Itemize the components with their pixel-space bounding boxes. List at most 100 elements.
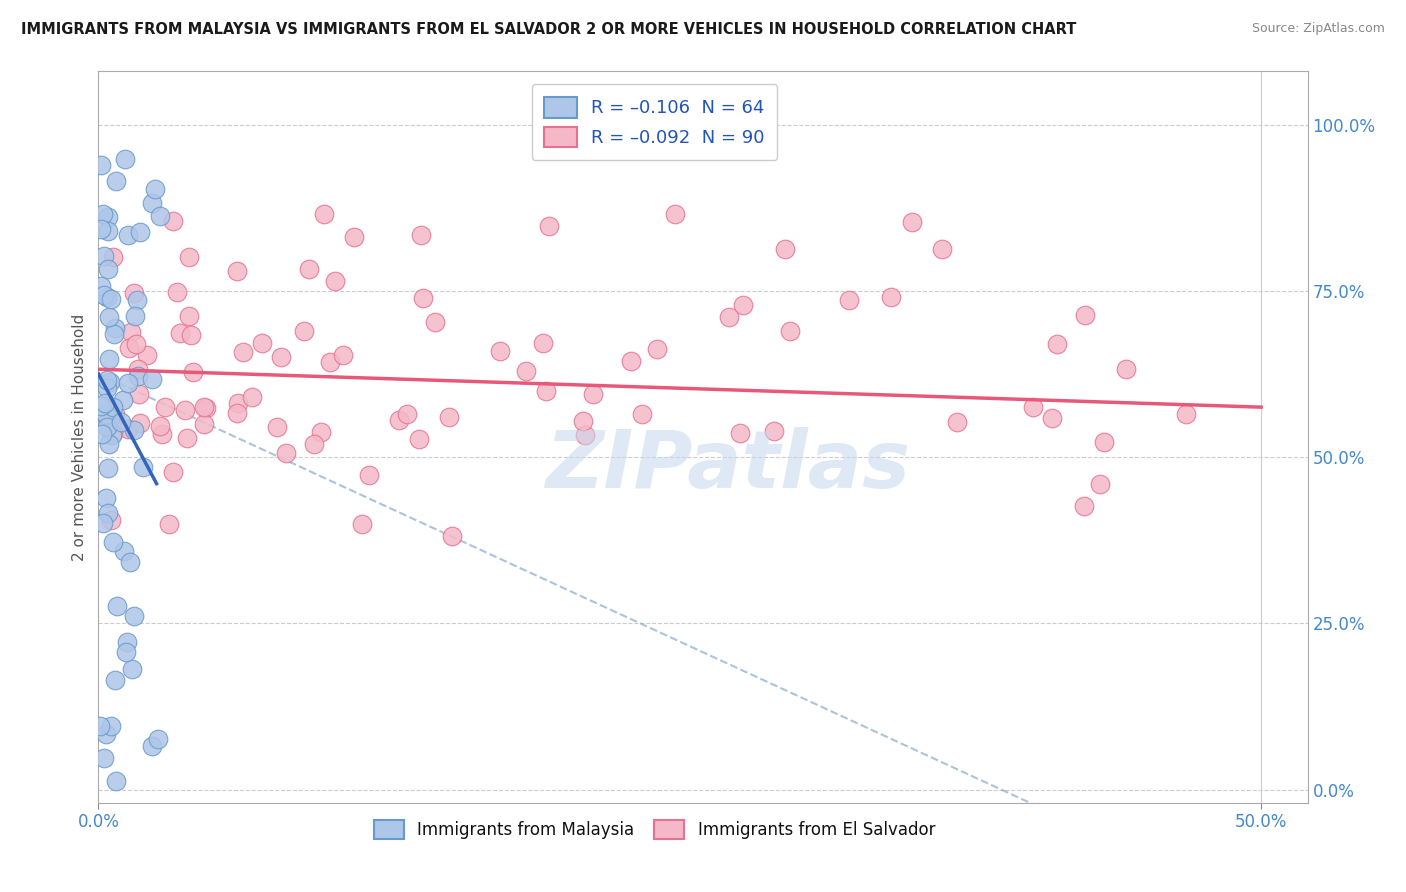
Point <box>1115 362 1137 376</box>
Point <box>97 261 120 276</box>
Point <box>194 401 217 415</box>
Legend: Immigrants from Malaysia, Immigrants from El Salvador: Immigrants from Malaysia, Immigrants fro… <box>367 814 942 846</box>
Point <box>136 348 159 362</box>
Point <box>733 298 755 312</box>
Point <box>96 419 118 434</box>
Point <box>292 325 315 339</box>
Point <box>945 415 967 429</box>
Point <box>232 345 254 359</box>
Point <box>302 437 325 451</box>
Point <box>101 428 124 442</box>
Point <box>162 466 184 480</box>
Point <box>101 250 124 264</box>
Point <box>104 321 127 335</box>
Point <box>104 407 127 421</box>
Point <box>352 517 374 532</box>
Point <box>779 324 801 338</box>
Point <box>122 608 145 623</box>
Point <box>104 673 127 687</box>
Point <box>114 645 136 659</box>
Point <box>127 369 149 384</box>
Point <box>838 293 860 308</box>
Point <box>193 417 215 432</box>
Point <box>177 309 200 323</box>
Point <box>162 214 184 228</box>
Point <box>127 361 149 376</box>
Point <box>94 491 117 505</box>
Point <box>121 662 143 676</box>
Point <box>439 409 461 424</box>
Point <box>89 719 111 733</box>
Point <box>96 373 118 387</box>
Point <box>266 420 288 434</box>
Point <box>489 344 512 359</box>
Point <box>129 417 152 431</box>
Point <box>388 413 411 427</box>
Point <box>124 309 146 323</box>
Point <box>276 446 298 460</box>
Point <box>343 230 366 244</box>
Point <box>879 290 901 304</box>
Point <box>97 506 120 520</box>
Point <box>141 196 163 211</box>
Point <box>94 407 117 421</box>
Point <box>270 351 292 365</box>
Point <box>226 264 249 278</box>
Point <box>647 343 669 357</box>
Text: IMMIGRANTS FROM MALAYSIA VS IMMIGRANTS FROM EL SALVADOR 2 OR MORE VEHICLES IN HO: IMMIGRANTS FROM MALAYSIA VS IMMIGRANTS F… <box>21 22 1077 37</box>
Point <box>141 739 163 753</box>
Point <box>103 326 125 341</box>
Point <box>531 335 554 350</box>
Point <box>90 158 112 172</box>
Point <box>169 326 191 341</box>
Point <box>225 406 247 420</box>
Point <box>117 376 139 390</box>
Point <box>297 262 319 277</box>
Point <box>97 436 120 450</box>
Point <box>143 182 166 196</box>
Point <box>98 376 121 390</box>
Point <box>112 544 135 558</box>
Point <box>100 513 122 527</box>
Point <box>319 355 342 369</box>
Point <box>176 431 198 445</box>
Point <box>101 426 124 441</box>
Point <box>104 174 127 188</box>
Point <box>1175 407 1198 421</box>
Point <box>128 387 150 401</box>
Point <box>728 425 751 440</box>
Point <box>718 310 741 325</box>
Point <box>1022 400 1045 414</box>
Point <box>114 152 136 166</box>
Point <box>240 390 263 404</box>
Point <box>425 315 447 329</box>
Point <box>1088 477 1111 491</box>
Point <box>96 290 118 304</box>
Point <box>98 411 121 425</box>
Point <box>149 418 172 433</box>
Point <box>931 242 953 256</box>
Point <box>97 224 120 238</box>
Point <box>408 432 430 446</box>
Point <box>105 774 128 789</box>
Point <box>538 219 561 233</box>
Point <box>1040 410 1063 425</box>
Point <box>146 731 169 746</box>
Point <box>193 400 215 414</box>
Text: ZIPatlas: ZIPatlas <box>544 427 910 506</box>
Point <box>93 396 115 410</box>
Point <box>97 211 120 225</box>
Point <box>323 274 346 288</box>
Point <box>250 335 273 350</box>
Point <box>112 392 135 407</box>
Point <box>90 427 112 442</box>
Point <box>110 416 132 430</box>
Point <box>141 371 163 385</box>
Point <box>901 215 924 229</box>
Point <box>1094 434 1116 449</box>
Point <box>90 222 112 236</box>
Point <box>96 409 118 423</box>
Point <box>180 328 202 343</box>
Text: Source: ZipAtlas.com: Source: ZipAtlas.com <box>1251 22 1385 36</box>
Point <box>97 460 120 475</box>
